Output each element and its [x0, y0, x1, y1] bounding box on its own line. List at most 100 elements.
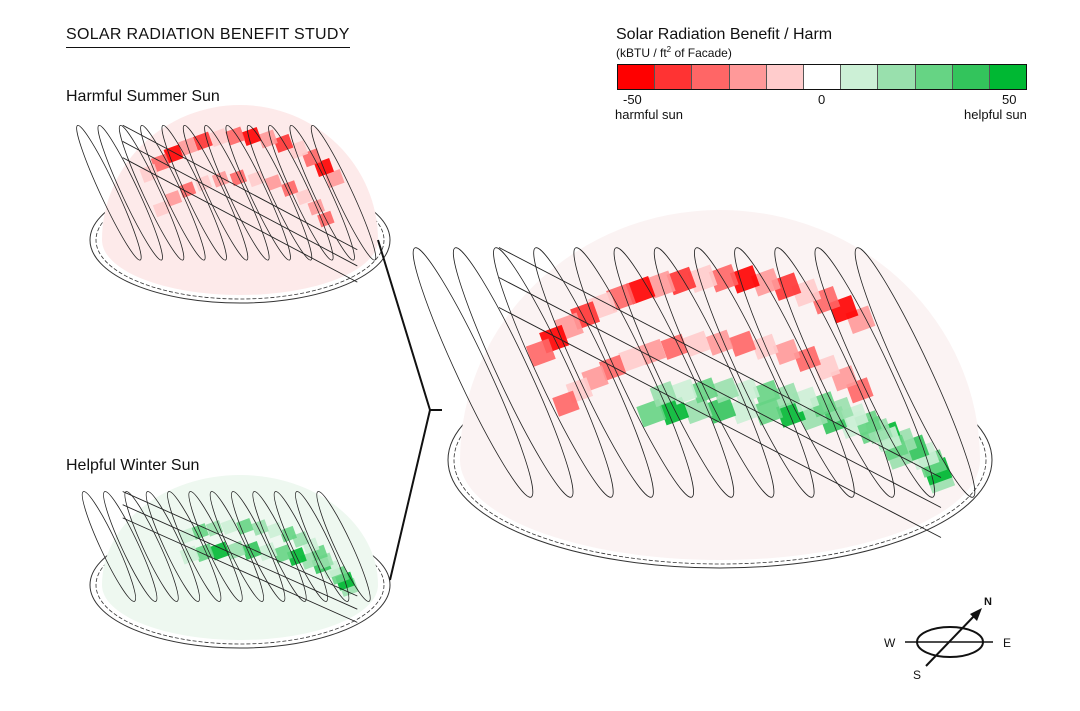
radiation-tile: [288, 140, 309, 160]
frame-rib: [734, 247, 855, 498]
radiation-tile: [552, 390, 580, 417]
unit-prefix: (kBTU / ft: [616, 46, 667, 60]
combined-dome: [412, 210, 993, 569]
legend-helpful-caption: helpful sun: [964, 107, 1027, 122]
frame-rib: [246, 124, 313, 261]
radiation-tile: [683, 330, 711, 357]
frame-rib: [225, 124, 291, 261]
summer-dome: [76, 105, 391, 304]
frame-rib: [161, 124, 227, 261]
radiation-tile: [729, 265, 760, 294]
radiation-tile: [659, 396, 690, 426]
legend-mid-label: 0: [818, 92, 826, 107]
radiation-tile: [247, 170, 265, 188]
legend-swatch: [729, 65, 767, 89]
legend-swatch: [878, 65, 916, 89]
compass-south: S: [913, 668, 922, 682]
legend-swatch: [655, 65, 693, 89]
frame-rib: [295, 491, 350, 602]
radiation-tile: [772, 382, 801, 409]
radiation-tile: [205, 520, 224, 537]
legend-max-label: 50: [1002, 92, 1017, 107]
frame-rib: [573, 247, 694, 498]
radiation-tile: [525, 338, 556, 367]
frame-beam: [498, 277, 942, 508]
radiation-tile: [241, 127, 262, 147]
compass-east: E: [1003, 636, 1012, 650]
radiation-tile: [257, 542, 278, 562]
frame-rib: [653, 247, 775, 498]
frame-rib: [188, 491, 243, 602]
radiation-tile: [272, 544, 293, 564]
radiation-tile: [194, 174, 213, 192]
radiation-tile: [708, 264, 739, 293]
frame-rib: [76, 124, 142, 261]
frame-rib: [613, 247, 735, 498]
frame-rib: [310, 124, 377, 261]
radiation-tile: [618, 345, 646, 373]
summer-panel-label: Harmful Summer Sun: [66, 88, 220, 105]
radiation-tile: [753, 379, 781, 406]
winter-panel-label: Helpful Winter Sun: [66, 457, 200, 474]
radiation-tile: [241, 541, 262, 561]
frame-rib: [694, 247, 815, 498]
frame-rib: [97, 124, 163, 261]
radiation-tile: [638, 338, 667, 365]
radiation-tile: [273, 133, 294, 153]
frame-beam: [122, 504, 358, 610]
frame-rib: [118, 124, 185, 261]
legend-min-label: -50: [623, 92, 642, 107]
radiation-tile: [751, 333, 779, 360]
radiation-tile: [194, 543, 215, 563]
frame-rib: [167, 491, 222, 602]
radiation-tile: [295, 188, 313, 206]
frame-rib: [204, 124, 270, 261]
dome-surface: [102, 475, 378, 640]
compass-north: N: [984, 596, 992, 608]
compass-icon: [905, 608, 993, 667]
legend-harmful-caption: harmful sun: [615, 107, 683, 122]
legend-swatch: [989, 65, 1027, 89]
radiation-tile: [791, 386, 820, 413]
unit-sup: 2: [666, 45, 672, 54]
radiation-tile: [225, 540, 246, 560]
frame-rib: [412, 247, 534, 498]
radiation-tile: [728, 330, 757, 357]
radiation-tile: [324, 169, 345, 189]
frame-beam: [122, 141, 358, 267]
radiation-tile: [711, 377, 740, 404]
radiation-tile: [279, 525, 297, 543]
frame-beam: [122, 124, 358, 251]
frame-beam: [122, 491, 358, 597]
legend-swatch: [841, 65, 879, 89]
frame-rib: [268, 124, 334, 261]
legend-swatch: [952, 65, 990, 89]
unit-suffix: of Facade): [671, 46, 732, 60]
frame-rib: [81, 491, 136, 602]
winter-dome: [81, 475, 391, 649]
radiation-tile: [236, 518, 254, 535]
frame-beam: [498, 307, 942, 538]
radiation-tile: [192, 131, 213, 151]
radiation-tile: [164, 190, 183, 207]
frame-rib: [273, 491, 328, 602]
frame-rib: [209, 491, 264, 602]
frame-rib: [316, 491, 371, 602]
frame-rib: [140, 124, 206, 261]
radiation-tile: [729, 395, 760, 425]
frame-rib: [145, 491, 200, 602]
frame-rib: [854, 247, 976, 498]
diagram-title: SOLAR RADIATION BENEFIT STUDY: [66, 26, 350, 48]
frame-rib: [814, 247, 936, 498]
frame-rib: [533, 247, 654, 498]
radiation-tile: [772, 338, 801, 365]
radiation-tile: [660, 333, 689, 360]
frame-rib: [774, 247, 895, 498]
compass-west: W: [884, 636, 896, 650]
radiation-tile: [750, 267, 781, 297]
frame-rib: [452, 247, 574, 498]
radiation-tile: [669, 378, 698, 405]
radiation-tile: [690, 377, 719, 404]
legend-color-scale: [617, 64, 1027, 90]
radiation-tile: [264, 174, 283, 191]
